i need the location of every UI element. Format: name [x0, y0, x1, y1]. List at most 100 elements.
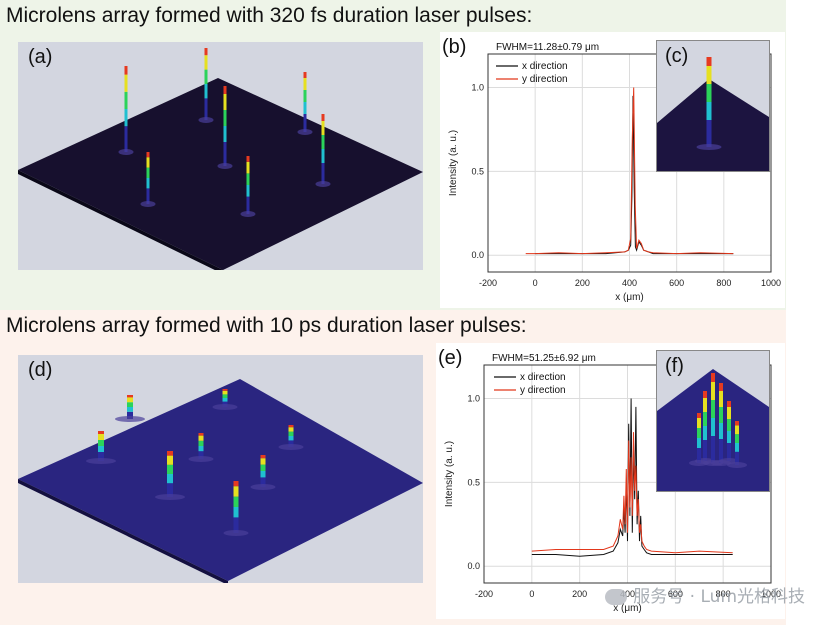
inset-c-peak: [696, 57, 722, 150]
peak-segment: [167, 483, 173, 497]
x-axis-label: x (μm): [613, 603, 642, 614]
peak-segment: [321, 135, 325, 149]
x-tick-label: 0: [529, 589, 534, 599]
peak-base: [198, 117, 214, 123]
peak-segment: [146, 152, 150, 158]
peak-segment: [288, 431, 294, 436]
peak-base: [118, 149, 134, 155]
inset-f-svg: [657, 369, 769, 491]
peak-segment: [288, 440, 294, 447]
peak-segment: [222, 398, 228, 402]
inset-f: (f): [656, 350, 770, 492]
peak-segment: [127, 402, 133, 407]
x-tick-label: 600: [669, 278, 684, 288]
series-line-2: [531, 432, 733, 554]
fwhm-annotation: FWHM=51.25±6.92 μm: [492, 353, 596, 364]
panel-label-c: (c): [665, 45, 689, 67]
chart-e-svg: -200 0 200 400 600 800 1000 0.0 0.5 1.0 x (μm) Inte…: [444, 353, 781, 614]
peak-base: [140, 201, 156, 207]
peak-segment: [124, 91, 128, 109]
peak-segment: [711, 373, 715, 382]
surface-plot-d: (d): [18, 355, 423, 583]
peak-segment: [260, 455, 266, 459]
peak-segment: [711, 436, 715, 463]
peak-segment: [204, 69, 208, 84]
peak-segment: [198, 451, 204, 459]
peak-segment: [727, 443, 731, 461]
peak-base: [240, 211, 256, 217]
peak-segment: [260, 458, 266, 465]
watermark: 服务号 · Lum光格科技: [605, 582, 805, 607]
inset-f-peaks: [689, 373, 747, 468]
inset-c: (c): [656, 40, 770, 172]
peak-base: [727, 462, 747, 468]
peak-segment: [223, 86, 227, 94]
peak-segment: [98, 440, 104, 446]
peak-segment: [198, 440, 204, 446]
peak-segment: [260, 477, 266, 487]
peak-segment: [222, 394, 228, 398]
peak-segment: [719, 439, 723, 463]
peak-segment: [167, 474, 173, 484]
x-tick-label: 400: [620, 589, 635, 599]
peak-segment: [321, 163, 325, 184]
peak-segment: [204, 55, 208, 70]
peak-base: [212, 404, 238, 410]
peak-segment: [321, 149, 325, 163]
wechat-icon: [605, 589, 628, 605]
surface-d-edge: [18, 479, 228, 583]
peak-segment: [706, 57, 712, 66]
peak-segment: [303, 78, 307, 90]
panel-label-d: (d): [28, 359, 53, 381]
panel-label-a: (a): [28, 46, 53, 68]
surface-a-svg: [18, 48, 423, 270]
plot-frame: [487, 53, 772, 273]
peak-segment: [222, 389, 228, 391]
peak-segment: [98, 434, 104, 440]
inset-c-plane: [657, 79, 769, 171]
peak-segment: [146, 188, 150, 204]
y-tick-label: 0.5: [471, 166, 484, 176]
peak-segment: [703, 412, 707, 426]
peak-segment: [703, 426, 707, 440]
peak-segment: [735, 425, 739, 435]
peak-segment: [146, 167, 150, 178]
peak-segment: [127, 411, 133, 419]
peak-segment: [303, 72, 307, 78]
peak-segment: [198, 446, 204, 452]
peak-segment: [233, 507, 239, 518]
peak-segment: [233, 486, 239, 497]
peak-segment: [246, 185, 250, 197]
peak-segment: [127, 407, 133, 412]
panel-label-f: (f): [665, 355, 684, 377]
peak-base: [689, 460, 709, 466]
peak-segment: [233, 481, 239, 487]
x-tick-label: 800: [716, 589, 731, 599]
peak-segment: [735, 451, 739, 465]
chart-b-svg: -200 0 200 400 600 800 1000 0.0 0.5 1.0 x (μm) Inte…: [448, 42, 781, 303]
peak-segment: [303, 114, 307, 132]
peak-segment: [246, 196, 250, 214]
fwhm-annotation: FWHM=11.28±0.79 μm: [496, 42, 599, 53]
peak-segment: [697, 448, 701, 463]
peak-segment: [303, 102, 307, 114]
peak-base: [115, 416, 145, 422]
peak-segment: [711, 418, 715, 436]
peak-segment: [233, 517, 239, 533]
surface-a-plane: [18, 78, 423, 270]
peak-segment: [223, 110, 227, 126]
y-axis-label: Intensity (a. u.): [448, 130, 459, 196]
x-tick-label: 600: [668, 589, 683, 599]
peak-segment: [223, 126, 227, 142]
peak-segment: [719, 407, 723, 423]
peak-segment: [260, 471, 266, 478]
row-2-heading: Microlens array formed with 10 ps durati…: [6, 314, 527, 337]
peak-segment: [167, 455, 173, 465]
surface-plot-a: (a): [18, 42, 423, 270]
peak-segment: [124, 109, 128, 127]
y-tick-label: 1.0: [471, 83, 484, 93]
peak-segment: [703, 391, 707, 398]
peak-segment: [222, 390, 228, 395]
peak-base: [696, 144, 722, 150]
peak-base: [278, 444, 304, 450]
